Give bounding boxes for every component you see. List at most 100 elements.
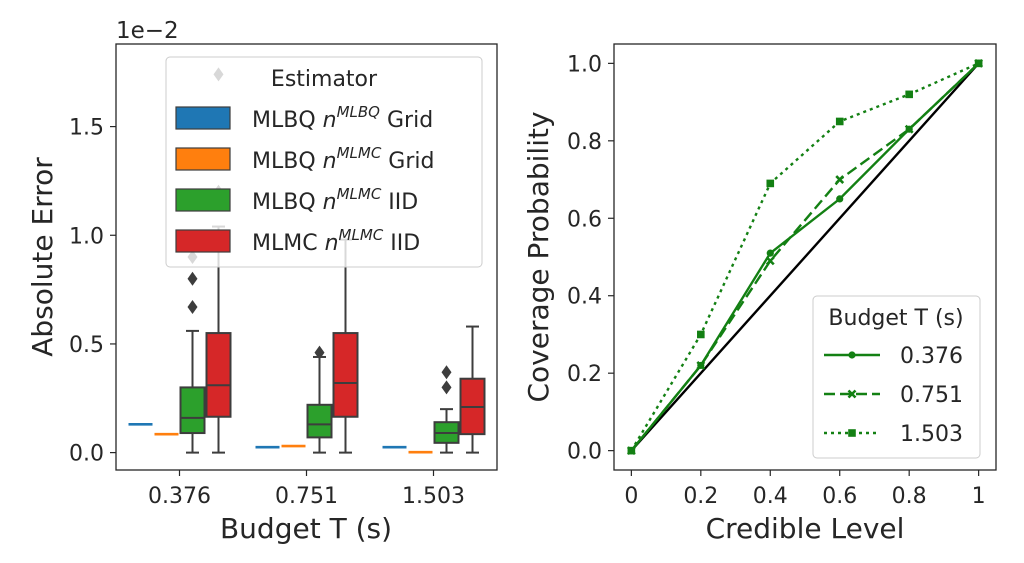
right-legend-frame — [812, 295, 981, 459]
series-point-circle — [848, 351, 856, 359]
box-outlier-marker — [314, 345, 325, 360]
box-body — [179, 386, 206, 435]
legend-label-superscript: MLMC — [337, 185, 382, 203]
right-x-tick-label: 0.6 — [822, 484, 857, 509]
series-point-square — [974, 59, 983, 68]
series-point-square — [835, 117, 844, 126]
left-y-tick-label: 1.0 — [69, 224, 104, 249]
right-y-tick-label: 0.8 — [567, 130, 602, 155]
box-body — [332, 332, 359, 418]
reference-diagonal-line — [630, 62, 980, 452]
series-line — [630, 62, 980, 452]
legend-label-prefix: MLBQ — [252, 108, 323, 133]
box-outlier-marker — [187, 271, 198, 286]
right-legend-title: Budget T (s) — [828, 306, 963, 331]
series-point-square — [905, 90, 913, 99]
left-y-axis-label: Absolute Error — [26, 157, 59, 357]
legend-label-superscript: MLMC — [337, 144, 382, 162]
right-legend-entries: 0.376 0.751 1.503 — [824, 344, 963, 447]
left-x-axis-label: Budget T (s) — [220, 512, 392, 545]
box-outlier-marker — [187, 299, 198, 314]
series-line — [630, 62, 980, 452]
series-point-square — [697, 330, 705, 339]
left-y-tick-label: 0.5 — [69, 333, 104, 358]
box-body — [306, 403, 333, 439]
left-legend-label: MLMC nMLMC IID — [252, 226, 420, 256]
left-x-tick-label: 1.503 — [402, 484, 465, 509]
series-point-circle — [766, 249, 774, 257]
left-legend-title: Estimator — [271, 67, 378, 92]
right-x-tick-label: 0 — [624, 484, 638, 509]
series-point-x — [835, 175, 845, 184]
right-y-tick-label: 0.0 — [567, 440, 602, 465]
legend-label-suffix: IID — [381, 190, 418, 215]
left-legend-label: MLBQ nMLMC IID — [252, 185, 418, 215]
right-x-axis-label: Credible Level — [706, 512, 905, 545]
right-x-ticks: 0 0.2 0.4 0.6 0.8 1 — [624, 470, 986, 509]
left-x-ticks: 0.376 0.751 1.503 — [148, 470, 465, 509]
right-y-tick-label: 1.0 — [567, 52, 602, 77]
right-y-ticks: 0.0 0.2 0.4 0.6 0.8 1.0 — [567, 52, 614, 465]
box-group — [179, 250, 206, 454]
left-legend-swatch — [175, 229, 231, 253]
left-legend-swatch — [175, 188, 231, 212]
box-group — [459, 325, 486, 454]
series-point-x — [765, 256, 775, 266]
legend-label-variable: n — [323, 108, 337, 133]
right-axes-frame — [613, 43, 997, 471]
box-group — [433, 365, 460, 454]
legend-label-variable: n — [323, 149, 337, 174]
series-point-x — [696, 361, 706, 370]
left-x-tick-label: 0.376 — [148, 484, 211, 509]
right-y-axis-label: Coverage Probability — [522, 111, 555, 402]
legend-label-prefix: MLBQ — [252, 149, 323, 174]
box-group — [306, 345, 333, 454]
left-x-tick-label: 0.751 — [275, 484, 338, 509]
right-legend-label: 0.751 — [900, 383, 963, 408]
right-legend: Budget T (s) 0.376 0.751 1.503 — [812, 295, 981, 459]
legend-label-superscript: MLBQ — [337, 103, 381, 121]
series-point-square — [848, 429, 856, 437]
right-x-tick-label: 1 — [972, 484, 986, 509]
left-legend-swatch — [175, 106, 231, 130]
line-plot-marks — [626, 58, 984, 456]
legend-label-superscript: MLMC — [339, 226, 384, 244]
line-plot-panel: 0.0 0.2 0.4 0.6 0.8 1.0 0 0.2 0.4 0.6 0.8 1 Credib… — [522, 43, 997, 545]
legend-label-prefix: MLBQ — [252, 190, 323, 215]
left-legend-swatch — [175, 147, 231, 171]
left-y-tick-label: 0.0 — [69, 442, 104, 467]
legend-label-variable: n — [325, 231, 339, 256]
legend-label-suffix: IID — [383, 231, 420, 256]
right-y-tick-label: 0.6 — [567, 207, 602, 232]
box-outlier-marker — [441, 365, 452, 380]
right-x-tick-label: 0.2 — [683, 484, 718, 509]
legend-label-prefix: MLMC — [252, 231, 325, 256]
series-point-square — [627, 446, 636, 455]
right-x-tick-label: 0.8 — [892, 484, 927, 509]
right-legend-label: 1.503 — [900, 422, 963, 447]
legend-label-suffix: Grid — [381, 149, 434, 174]
box-outlier-marker — [441, 380, 452, 395]
right-y-tick-label: 0.4 — [567, 285, 602, 310]
box-plot-marks — [128, 67, 486, 454]
left-y-tick-label: 1.5 — [69, 116, 104, 141]
right-x-tick-label: 0.4 — [753, 484, 788, 509]
series-point-x — [847, 389, 857, 399]
left-legend-label: MLBQ nMLMC Grid — [252, 144, 434, 174]
left-y-ticks: 0.0 0.5 1.0 1.5 — [69, 116, 116, 467]
offset-text: 1e−2 — [116, 18, 179, 44]
legend-label-variable: n — [323, 190, 337, 215]
left-legend-label: MLBQ nMLBQ Grid — [252, 103, 433, 133]
legend-label-suffix: Grid — [380, 108, 433, 133]
left-legend-frame — [165, 56, 483, 268]
series-point-square — [766, 179, 775, 188]
box-plot-panel: 0.0 0.5 1.0 1.5 0.376 0.751 1.503 1e−2 Budget… — [26, 18, 498, 545]
series-point-circle — [836, 195, 844, 203]
right-y-tick-label: 0.2 — [567, 362, 602, 387]
series-line — [630, 62, 980, 452]
box-body — [205, 332, 232, 418]
series-point-x — [904, 124, 914, 134]
